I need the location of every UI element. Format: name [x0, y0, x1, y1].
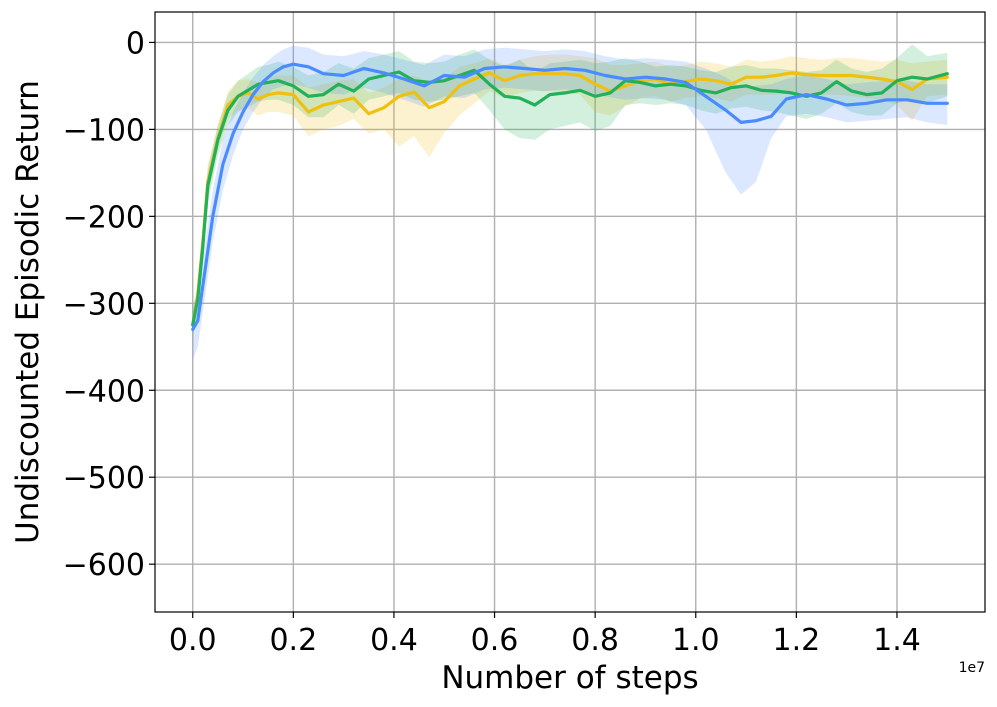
x-gridlines: [192, 12, 898, 618]
y-tick-label: 0: [126, 26, 145, 61]
x-tick-label: 0.8: [571, 623, 619, 658]
series-3-band: [192, 45, 948, 360]
series-2-band: [192, 44, 948, 339]
confidence-bands: [192, 44, 948, 360]
x-tick-label: 0.6: [471, 623, 519, 658]
y-tick-label: −100: [63, 113, 145, 148]
x-tick-labels: 0.0 0.2 0.4 0.6 0.8 1.0 1.2 1.4: [169, 623, 921, 658]
y-tick-label: −600: [63, 548, 145, 583]
y-tick-label: −200: [63, 200, 145, 235]
y-tick-label: −500: [63, 461, 145, 496]
x-tick-label: 0.2: [269, 623, 317, 658]
plot-frame: [154, 11, 986, 613]
y-tick-labels: 0 −100 −200 −300 −400 −500 −600: [63, 26, 145, 583]
series-1-band: [192, 54, 948, 339]
x-tick-label: 1.2: [773, 623, 821, 658]
y-gridlines: [149, 41, 985, 565]
x-tick-label: 0.4: [370, 623, 418, 658]
series-lines: [191, 62, 949, 331]
x-tick-label: 1.0: [672, 623, 720, 658]
x-axis-label: Number of steps: [441, 660, 698, 696]
y-tick-label: −300: [63, 287, 145, 322]
series-1-line: [191, 71, 949, 327]
y-axis-label: Undiscounted Episodic Return: [10, 80, 46, 544]
series-3-line: [191, 62, 949, 331]
x-tick-label: 1.4: [873, 623, 921, 658]
x-tick-label: 0.0: [169, 623, 217, 658]
x-axis-offset-label: 1e7: [959, 660, 985, 676]
y-tick-label: −400: [63, 374, 145, 409]
series-2-line: [191, 68, 949, 327]
